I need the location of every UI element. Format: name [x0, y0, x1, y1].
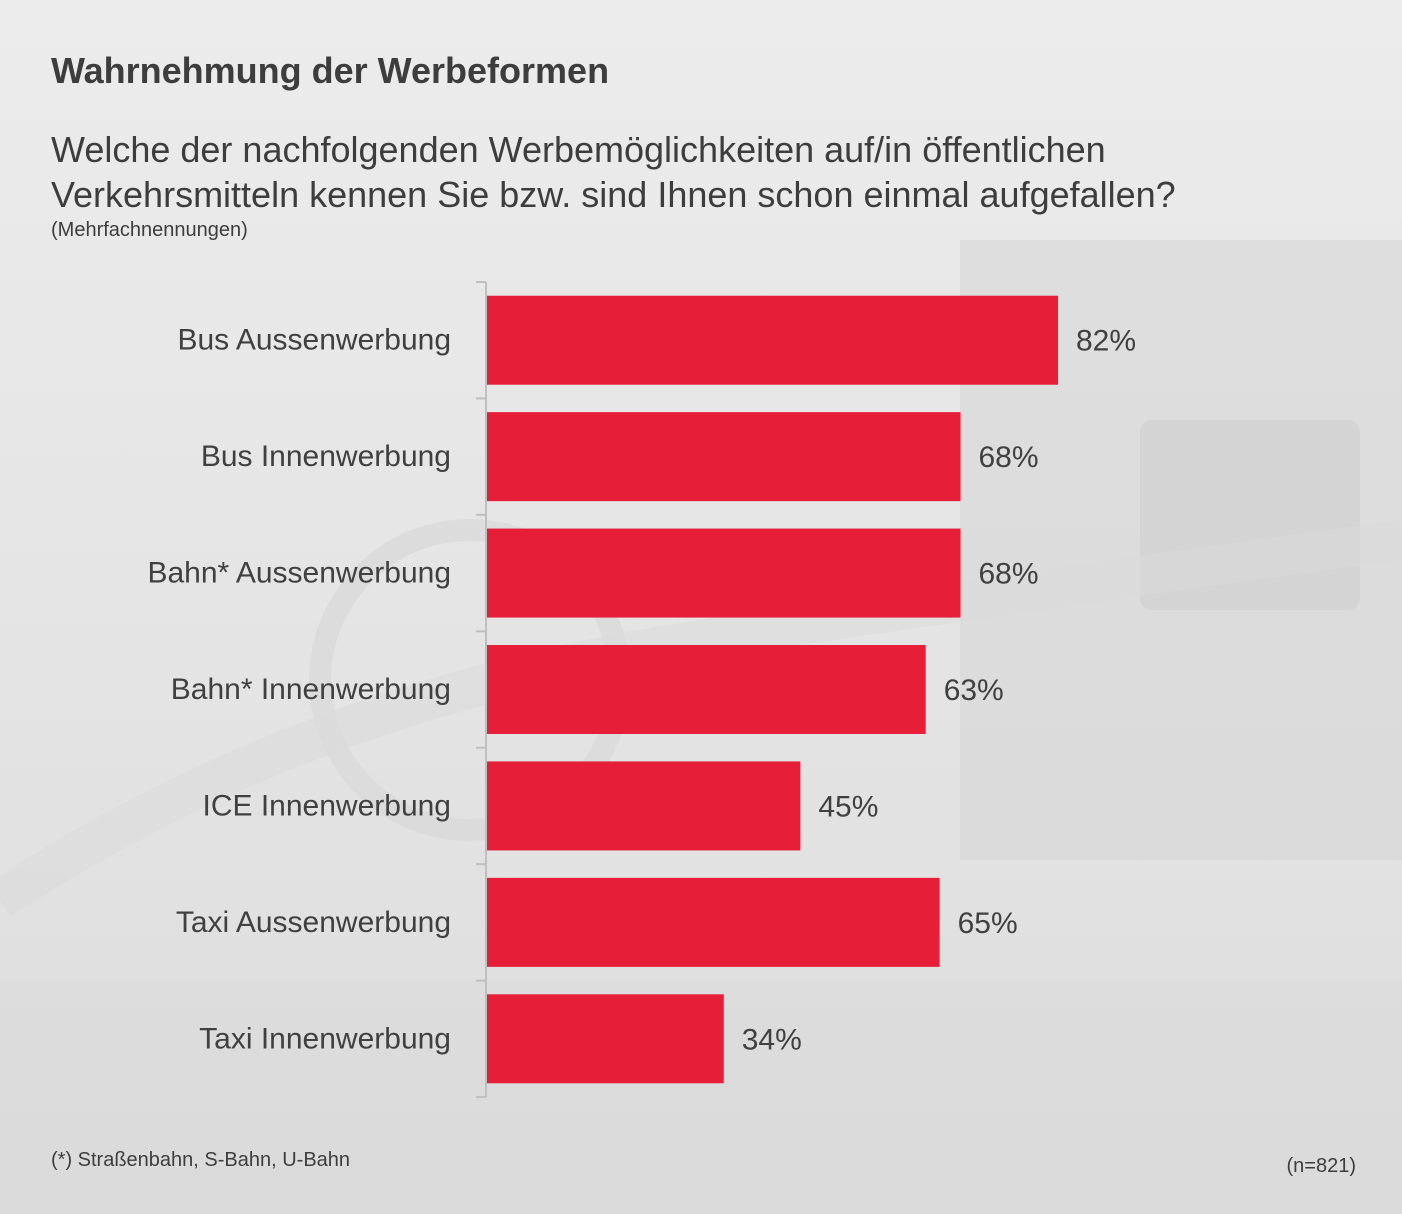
multiple-answers-note: (Mehrfachnennungen) [51, 219, 248, 241]
chart-title: Wahrnehmung der Werbeformen [51, 50, 610, 91]
category-label: Bahn* Aussenwerbung [147, 557, 451, 590]
value-label: 82% [1076, 325, 1136, 358]
category-label: Bus Innenwerbung [201, 440, 451, 473]
value-label: 34% [742, 1023, 802, 1056]
category-label: Taxi Innenwerbung [199, 1022, 451, 1055]
value-label: 68% [979, 441, 1039, 474]
survey-question: Welche der nachfolgenden Werbemöglichkei… [51, 129, 1176, 215]
bar [487, 761, 801, 851]
value-label: 65% [958, 907, 1018, 940]
value-label: 68% [979, 558, 1039, 591]
background-curve [0, 520, 1402, 917]
bar [487, 645, 926, 734]
bar [487, 528, 961, 618]
bar [487, 877, 940, 967]
bar [487, 295, 1058, 385]
sample-size: (n=821) [1286, 1155, 1357, 1177]
bar [487, 412, 961, 502]
footnote: (*) Straßenbahn, S-Bahn, U-Bahn [51, 1149, 351, 1171]
value-label: 63% [944, 674, 1004, 707]
category-label: ICE Innenwerbung [203, 789, 452, 822]
category-label: Bahn* Innenwerbung [171, 673, 451, 706]
value-label: 45% [818, 790, 878, 823]
category-label: Taxi Aussenwerbung [176, 906, 451, 939]
category-label: Bus Aussenwerbung [177, 324, 451, 357]
bar [487, 994, 724, 1084]
